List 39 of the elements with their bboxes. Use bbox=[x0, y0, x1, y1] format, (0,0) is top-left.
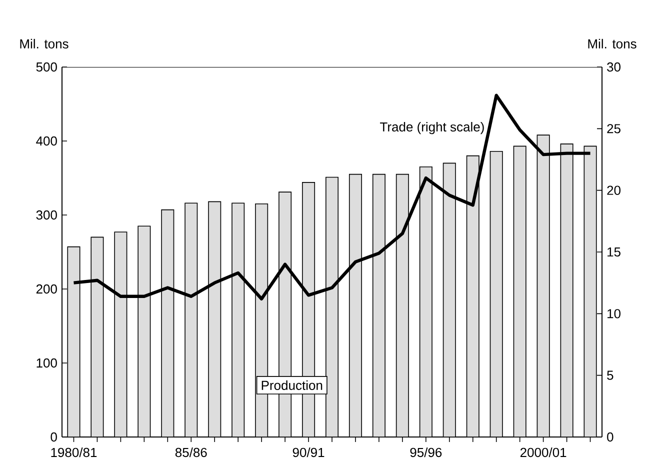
series-label: Trade (right scale) bbox=[380, 122, 484, 134]
bar bbox=[232, 202, 245, 437]
bar bbox=[560, 144, 574, 437]
x-tick-label: 85/86 bbox=[175, 448, 207, 458]
y2-tick-label: 30 bbox=[607, 62, 620, 72]
bar bbox=[466, 155, 480, 437]
bar bbox=[419, 166, 432, 437]
y-tick-label: 200 bbox=[36, 284, 57, 294]
bar bbox=[584, 146, 597, 437]
y-tick-label: 0 bbox=[50, 432, 57, 442]
y2-tick-label: 10 bbox=[608, 309, 620, 318]
y-tick-label: 300 bbox=[36, 210, 57, 220]
x-tick-label: 90/91 bbox=[292, 448, 324, 458]
y-tick-label: 400 bbox=[36, 136, 57, 146]
bar bbox=[90, 236, 104, 437]
series-label: Production bbox=[262, 380, 322, 390]
y2-tick-label: 5 bbox=[607, 370, 614, 380]
bar bbox=[490, 150, 503, 437]
bar bbox=[396, 174, 409, 437]
bar bbox=[67, 246, 80, 437]
bar bbox=[536, 134, 550, 437]
x-tick-label: 95/96 bbox=[410, 448, 442, 458]
y2-tick-label: 20 bbox=[607, 186, 620, 195]
y2-axis-title: Mil. tons bbox=[588, 38, 636, 48]
y2-tick-label: 15 bbox=[608, 247, 620, 257]
x-tick-label: 1980/81 bbox=[51, 448, 97, 458]
bar bbox=[138, 226, 151, 437]
y-axis-title: Mil. tons bbox=[20, 38, 68, 48]
bar bbox=[442, 162, 456, 437]
y-tick-label: 100 bbox=[36, 358, 57, 368]
y-tick-label: 500 bbox=[36, 62, 57, 72]
bar bbox=[184, 202, 198, 437]
y2-tick-label: 0 bbox=[607, 432, 614, 442]
y2-tick-label: 25 bbox=[607, 124, 620, 134]
bar bbox=[514, 146, 526, 437]
x-tick-label: 2000/01 bbox=[520, 448, 566, 458]
bar bbox=[161, 209, 174, 437]
bar bbox=[208, 201, 222, 437]
bar bbox=[114, 232, 128, 437]
